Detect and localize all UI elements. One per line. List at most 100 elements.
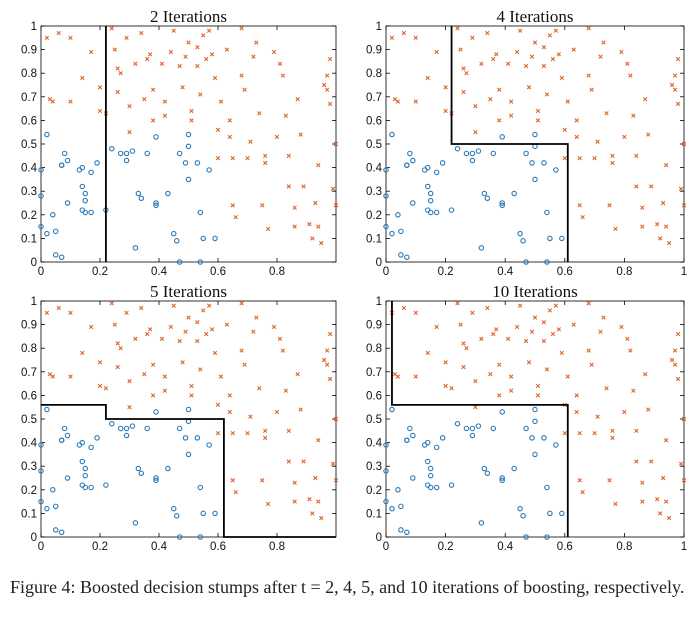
panel-5-iterations: 5 Iterations 0 0.2 0.4 0.6 0.8 0 0.1 0.2 0.3 0.4 0.… [21, 282, 339, 553]
circle-point [176, 534, 183, 540]
cross-point [556, 52, 562, 57]
y-tick-label: 0.3 [366, 186, 382, 198]
cross-point [201, 33, 206, 38]
cross-point [675, 101, 681, 107]
cross-point [186, 315, 191, 320]
cross-point [215, 127, 221, 133]
circle-point [410, 432, 416, 439]
x-tick-label: 0.6 [210, 266, 226, 278]
cross-point [669, 82, 675, 88]
cross-point [535, 108, 541, 114]
cross-point [488, 371, 493, 377]
cross-point [494, 52, 499, 57]
cross-point [598, 54, 603, 59]
cross-point [532, 315, 538, 320]
circle-point [58, 437, 65, 443]
circle-point [123, 425, 130, 432]
cross-point [598, 329, 603, 334]
y-tick-label: 0.9 [366, 320, 382, 332]
cross-point [333, 141, 339, 147]
circle-point [383, 193, 389, 199]
cross-point [230, 155, 235, 161]
cross-point [260, 478, 265, 483]
cross-point [574, 393, 579, 398]
cross-point [68, 99, 73, 104]
circle-point [427, 472, 434, 479]
cross-point [333, 478, 339, 483]
circle-point [389, 406, 395, 413]
cross-point [571, 47, 576, 52]
circle-point [475, 423, 482, 429]
circle-point [185, 131, 192, 138]
cross-point [541, 45, 547, 50]
circle-point [212, 235, 218, 242]
cross-point [625, 336, 630, 341]
cross-point [230, 430, 235, 436]
cross-point [660, 200, 666, 206]
circle-point [44, 406, 50, 413]
circle-point [481, 465, 488, 472]
cross-point [559, 75, 565, 81]
circle-point [544, 259, 550, 265]
cross-point [233, 489, 238, 495]
cross-point [681, 478, 687, 483]
cross-point [248, 139, 253, 144]
cross-point [473, 104, 478, 109]
cross-point [195, 63, 200, 69]
cross-point [44, 310, 50, 315]
cross-point [395, 99, 401, 104]
cross-point [277, 336, 283, 341]
circle-point [58, 162, 65, 168]
circle-point [200, 510, 207, 517]
circle-point [517, 505, 523, 512]
circle-point [553, 167, 559, 173]
cross-point [613, 501, 618, 507]
cross-point [242, 362, 247, 367]
cross-point [634, 184, 639, 189]
circle-point [50, 487, 56, 493]
circle-point [410, 200, 416, 206]
circle-point [176, 425, 183, 432]
cross-point [171, 28, 176, 33]
circle-point [427, 190, 434, 197]
cross-point [485, 30, 490, 36]
cross-point [97, 85, 103, 90]
circle-point [490, 425, 497, 432]
circle-point [185, 406, 192, 413]
y-tick-label: 0.4 [21, 438, 38, 450]
cross-point [204, 331, 209, 337]
circle-point [129, 148, 136, 154]
cross-point [586, 348, 591, 353]
circle-point [153, 200, 159, 206]
cross-point [224, 47, 230, 52]
cross-point [150, 87, 156, 92]
cross-point [675, 376, 681, 382]
cross-point [497, 362, 502, 367]
cross-point [277, 61, 283, 66]
circle-point [135, 465, 142, 472]
y-tick-label: 0.4 [366, 163, 383, 175]
circle-point [499, 409, 505, 415]
cross-point [458, 322, 463, 327]
cross-point [461, 341, 466, 346]
circle-point [52, 527, 59, 533]
panel-title: 10 Iterations [492, 282, 577, 301]
cross-point [260, 203, 265, 208]
circle-point [523, 150, 529, 157]
cross-point [316, 163, 321, 168]
cross-point [505, 61, 511, 66]
circle-point [165, 465, 171, 472]
cross-point [227, 118, 232, 123]
cross-point [257, 386, 262, 391]
cross-point [162, 99, 168, 104]
circle-point [182, 160, 189, 166]
circle-point [541, 160, 547, 166]
cross-point [150, 393, 156, 398]
cross-point [68, 310, 73, 315]
circle-point [544, 484, 550, 491]
cross-point [610, 160, 615, 166]
cross-point [666, 515, 672, 521]
cross-point [425, 75, 430, 81]
circle-point [478, 245, 485, 251]
x-tick-label: 0.2 [92, 266, 108, 278]
